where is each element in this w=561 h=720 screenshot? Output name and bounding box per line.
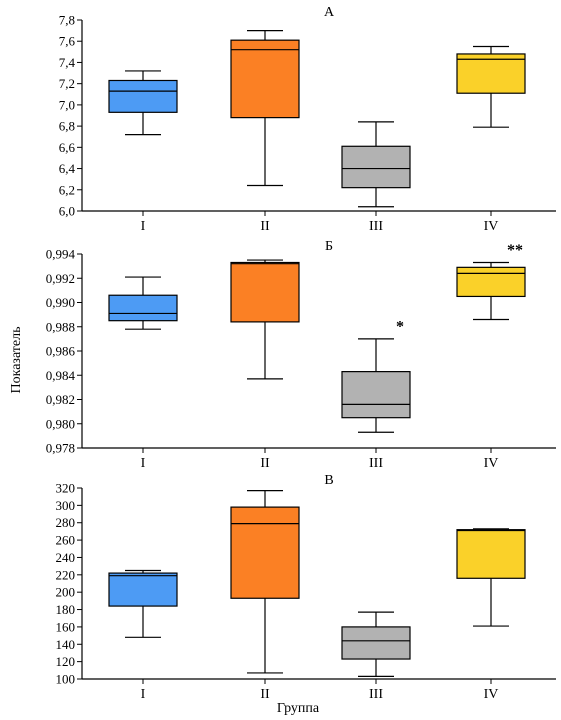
y-tick-label: 6,4 [59, 161, 76, 176]
box-iqr [341, 371, 411, 419]
box-III [341, 338, 411, 433]
y-tick-label: 200 [56, 585, 76, 600]
box-IV [456, 261, 526, 321]
y-tick-label: 7,6 [59, 34, 76, 49]
x-category-label: IV [484, 219, 499, 234]
y-tick-label: 0,986 [46, 344, 76, 359]
x-category-label: II [260, 687, 270, 702]
y-tick-label: 300 [56, 498, 76, 513]
y-tick-label: 320 [56, 481, 76, 496]
box-iqr [456, 53, 526, 94]
panel-title: А [324, 5, 335, 20]
box-I [108, 569, 178, 638]
panel-1: 6,06,26,46,66,87,07,27,47,67,8I II III IVА [59, 5, 556, 234]
y-tick-label: 7,8 [59, 13, 75, 28]
figure-x-axis-label: Группа [277, 701, 320, 716]
box-II [230, 490, 300, 674]
box-IV [456, 45, 526, 128]
y-tick-label: 7,4 [59, 55, 76, 70]
y-tick-label: 280 [56, 515, 76, 530]
y-tick-label: 0,978 [46, 441, 75, 456]
y-tick-label: 6,0 [59, 204, 75, 219]
x-category-label: I [141, 456, 146, 471]
significance-marker: ** [507, 242, 523, 259]
box-iqr [341, 626, 411, 660]
y-tick-label: 0,992 [46, 271, 75, 286]
y-tick-label: 140 [56, 637, 76, 652]
box-iqr [108, 79, 178, 113]
box-I [108, 70, 178, 136]
y-tick-label: 0,994 [46, 247, 76, 262]
x-category-label: IV [484, 456, 499, 471]
y-tick-label: 160 [56, 619, 76, 634]
y-tick-label: 260 [56, 533, 76, 548]
box-iqr [108, 294, 178, 322]
box-iqr [230, 506, 300, 599]
y-tick-label: 180 [56, 602, 76, 617]
y-tick-label: 240 [56, 550, 76, 565]
y-tick-label: 7,2 [59, 76, 75, 91]
box-III [341, 121, 411, 208]
box-II [230, 30, 300, 187]
box-II [230, 259, 300, 380]
y-tick-label: 120 [56, 654, 76, 669]
y-tick-label: 0,990 [46, 295, 75, 310]
box-I [108, 276, 178, 330]
box-iqr [456, 529, 526, 579]
x-category-label: III [369, 219, 383, 234]
x-category-label: II [260, 219, 270, 234]
y-tick-label: 6,8 [59, 119, 75, 134]
y-tick-label: 0,982 [46, 392, 75, 407]
box-iqr [341, 145, 411, 189]
y-tick-label: 6,6 [59, 140, 76, 155]
x-category-label: I [141, 687, 146, 702]
box-iqr [108, 572, 178, 607]
box-iqr [230, 261, 300, 323]
panel-title: Б [325, 239, 333, 254]
y-tick-label: 0,988 [46, 319, 75, 334]
box-IV [456, 528, 526, 627]
y-tick-label: 0,980 [46, 416, 75, 431]
y-tick-label: 220 [56, 567, 76, 582]
x-category-label: III [369, 456, 383, 471]
chart-panels: 6,06,26,46,66,87,07,27,47,67,8I II III IVА0… [46, 5, 556, 702]
figure-y-axis-label: Показатель [9, 327, 24, 394]
panel-2: 0,978 0,980 0,982 0,984 0,986 0,988 0,990 0,992… [46, 239, 556, 471]
box-iqr [456, 266, 526, 298]
panel-title: В [324, 473, 333, 488]
box-iqr [230, 39, 300, 119]
x-category-label: II [260, 456, 270, 471]
x-category-label: I [141, 219, 146, 234]
y-tick-label: 7,0 [59, 97, 75, 112]
box-III [341, 611, 411, 677]
y-tick-label: 6,2 [59, 182, 75, 197]
x-category-label: IV [484, 687, 499, 702]
y-tick-label: 0,984 [46, 368, 76, 383]
x-category-label: III [369, 687, 383, 702]
significance-marker: * [396, 319, 404, 336]
y-tick-label: 100 [56, 672, 76, 687]
